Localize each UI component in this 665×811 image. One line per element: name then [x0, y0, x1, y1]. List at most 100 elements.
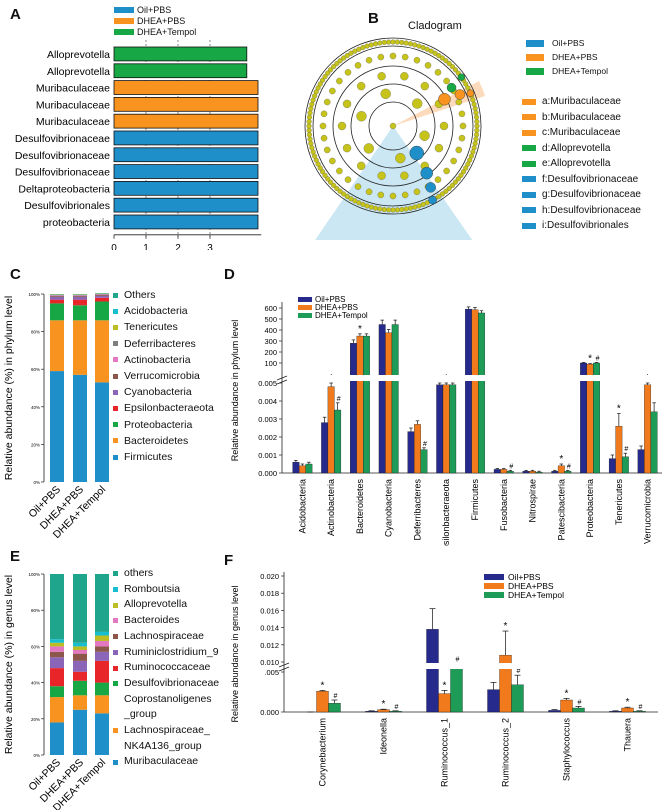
cladogram-title: Cladogram	[408, 20, 462, 32]
legend-swatch	[113, 587, 118, 593]
legend-item: DHEA+Tempol	[526, 64, 608, 78]
legend-label: Lachnospiraceae_ NK4A136_group	[124, 724, 210, 752]
taxon-node	[334, 185, 340, 191]
taxon-node	[432, 50, 438, 56]
bar	[321, 422, 329, 474]
taxon-node	[320, 169, 326, 175]
clade-label-item: i:Desulfovibrionales	[522, 218, 641, 234]
legend-swatch	[113, 308, 118, 314]
panel-c-legend: Others Acidobacteria Tenericutes Deferri…	[113, 287, 214, 465]
legend-label: Muribaculaceae	[124, 755, 199, 768]
legend-swatch	[298, 297, 312, 302]
taxon-node	[412, 204, 418, 210]
category-label: Fusobacteria	[499, 479, 509, 531]
taxon-node	[377, 53, 385, 61]
taxon-node	[380, 88, 391, 99]
taxon-node	[458, 172, 464, 178]
taxon-node	[412, 98, 423, 109]
legend-label: Oil+PBS	[552, 38, 585, 48]
lda-bar	[113, 97, 259, 112]
legend-label: Verrucomicrobia	[124, 370, 200, 383]
bar	[548, 710, 561, 713]
category-label: Epsilonbacteraeota	[441, 479, 451, 546]
y-tick-label: 400	[264, 326, 277, 335]
taxon-node	[377, 206, 383, 212]
taxon-node	[455, 146, 463, 154]
taxon-node	[449, 182, 455, 188]
taxon-node	[381, 206, 387, 213]
significance-hash: #	[395, 704, 399, 711]
legend-item: Desulfovibrionaceae Coprostanoligenes _g…	[113, 676, 225, 723]
legend-swatch	[484, 592, 504, 598]
taxon-node	[308, 105, 314, 112]
y-tick-label: 0.014	[260, 624, 279, 633]
legend-label: Lachnospiraceae	[124, 629, 204, 642]
taxon-node	[344, 193, 350, 199]
stacked-segment	[50, 657, 64, 669]
stacked-segment	[50, 295, 64, 296]
taxon-node	[443, 188, 449, 194]
x-tick-label: 0	[111, 243, 117, 250]
bar	[356, 335, 364, 474]
bar	[478, 312, 485, 474]
bar	[363, 335, 370, 474]
taxon-node	[473, 136, 479, 142]
taxon-node	[306, 132, 313, 138]
axis-break-mark	[278, 662, 290, 668]
taxon-node	[377, 72, 386, 81]
y-tick-label: 200	[264, 348, 277, 357]
lda-bar	[113, 147, 259, 163]
category-label: Ideonella	[379, 718, 389, 755]
taxon-node	[446, 61, 452, 67]
taxon-node	[394, 207, 400, 213]
legend-label: DHEA+Tempol	[315, 311, 368, 320]
taxon-node	[390, 207, 396, 213]
taxon-node	[306, 123, 312, 129]
category-label: Ruminococcus_2	[501, 718, 511, 787]
y-tick-label: 20%	[31, 442, 40, 447]
legend-item: Proteobacteria	[113, 417, 214, 433]
taxon-node	[317, 165, 323, 171]
stacked-segment	[73, 646, 87, 651]
taxon-node	[372, 41, 379, 47]
clade-swatch	[522, 191, 536, 198]
category-label: Alloprevotella	[47, 49, 110, 61]
clade-label: i:Desulfovibrionales	[542, 220, 629, 231]
legend-item: DHEA+Tempol	[114, 26, 196, 37]
bar	[305, 463, 313, 474]
stacked-segment	[95, 294, 109, 295]
y-axis-title: Relative abundance in phylum level	[230, 320, 240, 462]
significant-taxon-node	[457, 73, 466, 81]
taxon-node	[473, 110, 479, 116]
cladogram-ring	[312, 45, 474, 207]
lda-bar	[113, 63, 248, 79]
stacked-segment	[95, 297, 109, 302]
category-label: Muribaculaceae	[36, 116, 110, 128]
stacked-segment	[73, 709, 87, 755]
taxon-node	[344, 53, 350, 59]
bar	[535, 471, 543, 474]
legend-item: Lachnospiraceae_ NK4A136_group	[113, 723, 225, 754]
taxon-node	[344, 176, 352, 183]
y-tick-label: 20%	[31, 717, 40, 722]
significance-hash: #	[639, 704, 643, 711]
axis-break-gap	[635, 375, 660, 381]
taxon-node	[389, 52, 397, 60]
bar	[493, 469, 501, 474]
y-tick-label: 0.000	[258, 469, 277, 478]
stacked-segment	[50, 296, 64, 300]
legend-swatch	[484, 574, 504, 580]
axis-break-gap	[302, 663, 343, 669]
taxon-node	[315, 85, 321, 91]
stacked-segment	[95, 646, 109, 652]
taxon-node	[352, 198, 358, 204]
taxon-node	[337, 58, 343, 64]
y-tick-label: 100	[264, 359, 277, 368]
clade-label-item: f:Desulfovibrionaceae	[522, 172, 641, 188]
taxon-node	[363, 143, 374, 154]
legend-swatch	[113, 728, 118, 734]
significant-taxon-node	[454, 89, 466, 100]
taxon-node	[434, 143, 444, 153]
significance-hash: #	[337, 396, 341, 403]
taxon-node	[465, 161, 471, 167]
